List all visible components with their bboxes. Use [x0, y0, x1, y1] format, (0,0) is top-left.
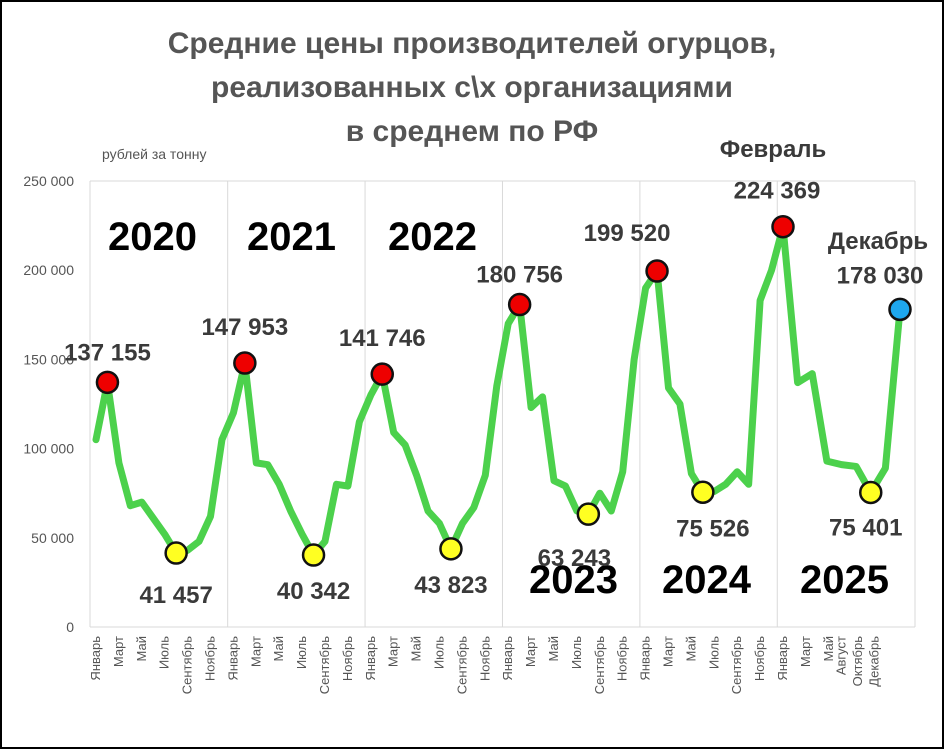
y-tick-label: 0: [66, 619, 74, 635]
year-label: 2020: [108, 215, 197, 259]
year-label: 2022: [388, 215, 477, 259]
data-point-marker: [164, 541, 188, 565]
data-point-marker: [301, 543, 326, 567]
data-label: 41 457: [139, 582, 212, 609]
price-series-line: [92, 223, 904, 559]
data-label: 178 030: [837, 262, 924, 289]
x-tick-label: Июль: [706, 636, 721, 669]
x-tick-label: Март: [523, 636, 538, 667]
data-point-marker: [576, 502, 601, 526]
x-tick-label: Сентябрь: [729, 636, 744, 694]
data-label: 43 823: [414, 572, 487, 599]
x-tick-label: Ноябрь: [340, 636, 355, 681]
x-tick-label: Май: [409, 636, 424, 661]
y-tick-label: 150 000: [23, 351, 74, 367]
data-point-marker: [507, 292, 532, 317]
x-tick-label: Январь: [363, 636, 378, 681]
x-tick-label: Май: [821, 636, 836, 661]
data-point-marker: [95, 370, 120, 395]
x-tick-label: Январь: [88, 636, 103, 681]
year-label: 2023: [529, 558, 618, 602]
y-unit-label: рублей за тонну: [102, 146, 207, 162]
x-tick-label: Август: [833, 636, 848, 675]
x-tick-label: Июль: [569, 636, 584, 669]
x-tick-label: Сентябрь: [592, 636, 607, 694]
x-tick-label: Март: [798, 636, 813, 667]
data-label: 63 243: [538, 545, 611, 572]
x-tick-label: Март: [248, 636, 263, 667]
title-line-2: реализованных с\х организациями: [211, 71, 733, 104]
data-label: 199 520: [584, 220, 671, 247]
x-tick-label: Март: [661, 636, 676, 667]
data-label: 147 953: [201, 314, 288, 341]
y-tick-label: 50 000: [31, 530, 74, 546]
y-tick-label: 200 000: [23, 262, 74, 278]
x-tick-label: Январь: [638, 636, 653, 681]
x-tick-label: Январь: [225, 636, 240, 681]
data-point-marker: [370, 362, 394, 386]
x-tick-label: Ноябрь: [615, 636, 630, 681]
data-label: 40 342: [277, 578, 350, 605]
x-tick-label: Май: [271, 636, 286, 661]
x-tick-label: Сентябрь: [180, 636, 195, 694]
x-tick-label: Ноябрь: [477, 636, 492, 681]
annotation-label: Февраль: [720, 136, 827, 163]
x-tick-label: Май: [546, 636, 561, 661]
data-point-marker: [859, 480, 883, 505]
title-line-3: в среднем по РФ: [345, 115, 599, 148]
data-point-marker: [771, 214, 795, 239]
y-tick-label: 250 000: [23, 173, 74, 189]
data-point-marker: [691, 480, 715, 505]
x-tick-label: Июль: [294, 636, 309, 669]
x-tick-label: Сентябрь: [317, 636, 332, 694]
x-tick-label: Март: [111, 636, 126, 667]
data-label: 224 369: [734, 178, 821, 205]
data-label: 75 401: [829, 514, 902, 541]
x-tick-label: Декабрь: [867, 636, 882, 687]
data-point-marker: [645, 259, 669, 283]
data-label: 180 756: [476, 262, 563, 289]
x-tick-label: Сентябрь: [454, 636, 469, 694]
data-point-marker: [233, 351, 257, 375]
data-label: 141 746: [339, 325, 426, 352]
data-point-marker: [439, 537, 463, 561]
y-tick-label: 100 000: [23, 441, 74, 457]
data-label: 75 526: [676, 515, 749, 542]
title-line-1: Средние цены производителей огурцов,: [167, 27, 777, 60]
x-tick-label: Май: [683, 636, 698, 661]
x-tick-label: Март: [386, 636, 401, 667]
x-tick-label: Январь: [500, 636, 515, 681]
chart-title: Средние цены производителей огурцов, реа…: [0, 22, 944, 154]
year-label: 2024: [662, 558, 752, 602]
x-tick-label: Октябрь: [850, 636, 865, 687]
x-tick-label: Июль: [432, 636, 447, 669]
x-tick-label: Ноябрь: [203, 636, 218, 681]
annotation-label: Декабрь: [828, 228, 928, 255]
data-label: 137 155: [64, 339, 151, 366]
x-tick-label: Июль: [157, 636, 172, 669]
x-tick-label: Май: [134, 636, 149, 661]
year-label: 2025: [800, 558, 889, 602]
x-tick-label: Ноябрь: [752, 636, 767, 681]
data-point-marker: [888, 297, 912, 322]
x-tick-label: Январь: [775, 636, 790, 681]
year-label: 2021: [247, 215, 336, 259]
